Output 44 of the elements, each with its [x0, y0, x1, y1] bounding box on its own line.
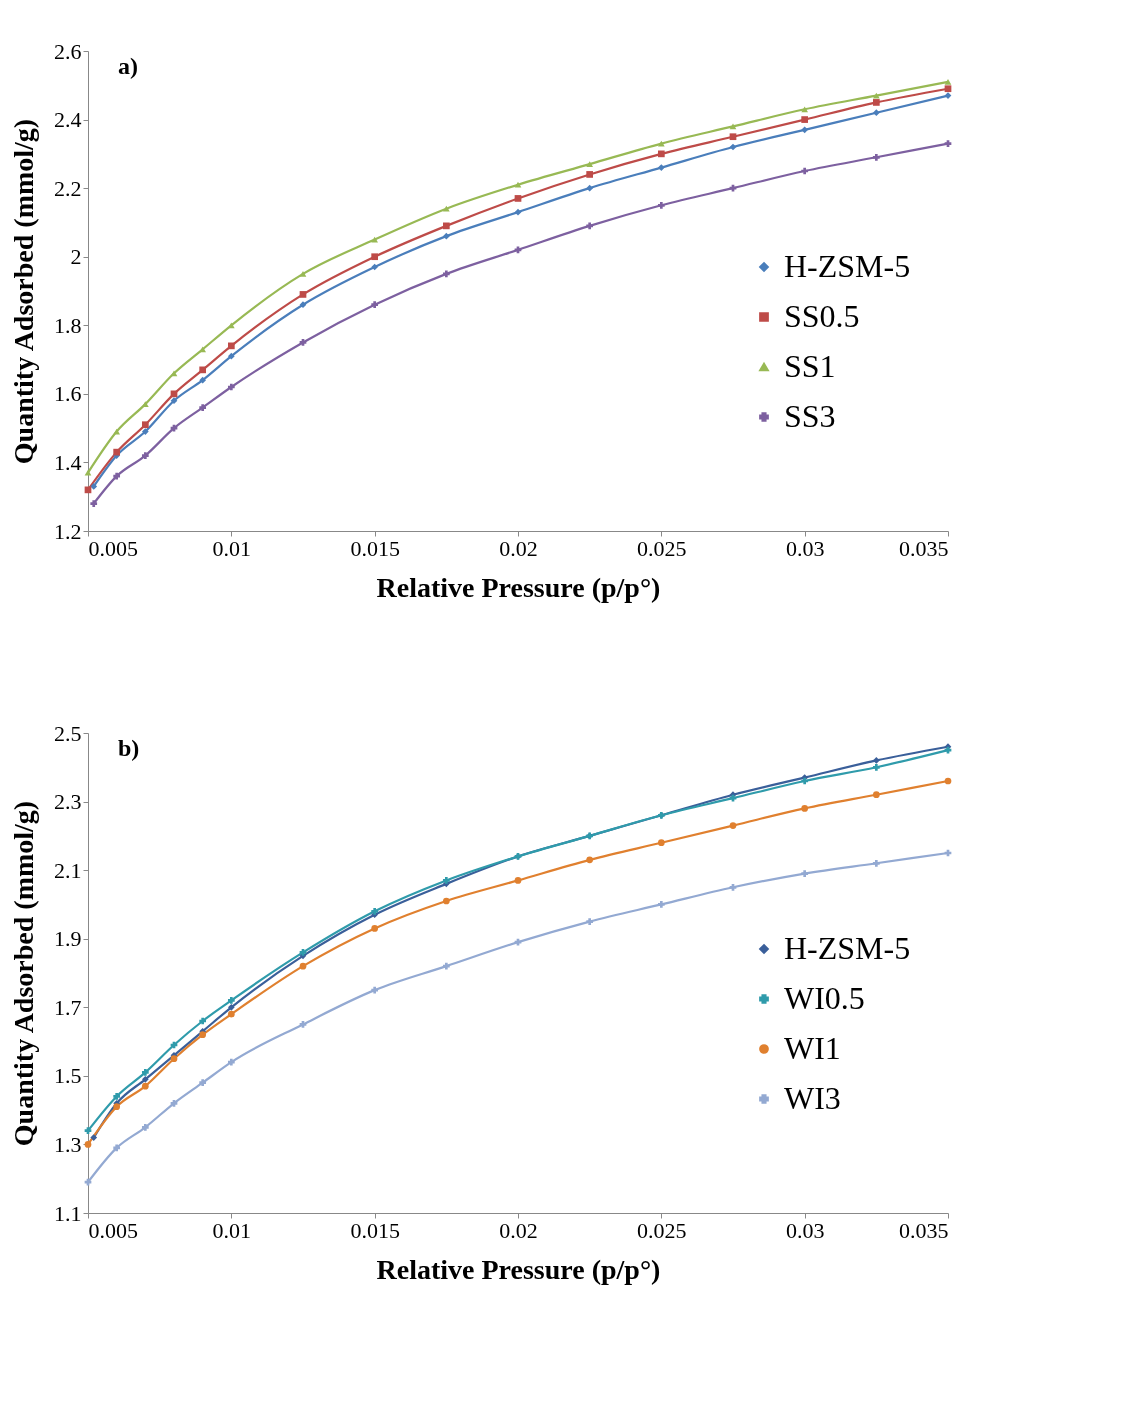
y-tick-label: 1.3	[54, 1131, 82, 1157]
y-tick-label: 1.8	[54, 312, 82, 338]
annotation: b)	[118, 735, 140, 761]
y-tick-label: 1.4	[54, 449, 82, 475]
y-tick-label: 1.2	[54, 518, 82, 544]
annotation: a)	[118, 53, 138, 79]
x-tick-label: 0.015	[350, 1217, 400, 1243]
legend-label: WI1	[784, 1030, 841, 1066]
y-tick-label: 2.2	[54, 175, 82, 201]
x-tick-label: 0.02	[499, 1217, 538, 1243]
x-tick-label: 0.02	[499, 535, 538, 561]
y-tick-label: 2.4	[54, 107, 82, 133]
x-tick-label: 0.025	[637, 535, 687, 561]
y-axis-title: Quantity Adsorbed (mmol/g)	[8, 800, 39, 1147]
x-tick-label: 0.035	[899, 535, 949, 561]
x-tick-label: 0.01	[212, 1217, 252, 1243]
legend-label: SS3	[784, 398, 836, 434]
x-tick-label: 0.035	[899, 1217, 949, 1243]
y-tick-label: 1.6	[54, 381, 82, 407]
y-tick-label: 1.9	[54, 926, 82, 952]
x-tick-label: 0.01	[212, 535, 252, 561]
legend-label: H-ZSM-5	[784, 248, 911, 284]
y-tick-label: 2.5	[54, 720, 82, 746]
x-tick-label: 0.005	[88, 535, 138, 561]
y-tick-label: 1.7	[54, 994, 82, 1020]
x-tick-label: 0.015	[350, 535, 400, 561]
y-tick-label: 1.1	[54, 1200, 82, 1226]
y-tick-label: 2.6	[54, 38, 82, 64]
x-tick-label: 0.03	[785, 1217, 825, 1243]
x-tick-label: 0.025	[637, 1217, 687, 1243]
legend-label: SS1	[784, 348, 836, 384]
legend-label: H-ZSM-5	[784, 930, 911, 966]
y-axis-title: Quantity Adsorbed (mmol/g)	[8, 118, 39, 465]
y-tick-label: 2.3	[54, 789, 82, 815]
x-axis-title: Relative Pressure (p/p°)	[376, 1253, 661, 1285]
y-tick-label: 1.5	[54, 1063, 82, 1089]
y-tick-label: 2	[70, 244, 82, 270]
y-tick-label: 2.1	[54, 857, 82, 883]
x-tick-label: 0.005	[88, 1217, 138, 1243]
legend-label: SS0.5	[784, 298, 860, 334]
x-tick-label: 0.03	[785, 535, 825, 561]
legend-label: WI3	[784, 1080, 841, 1116]
legend-label: WI0.5	[784, 980, 865, 1016]
x-axis-title: Relative Pressure (p/p°)	[376, 571, 661, 603]
